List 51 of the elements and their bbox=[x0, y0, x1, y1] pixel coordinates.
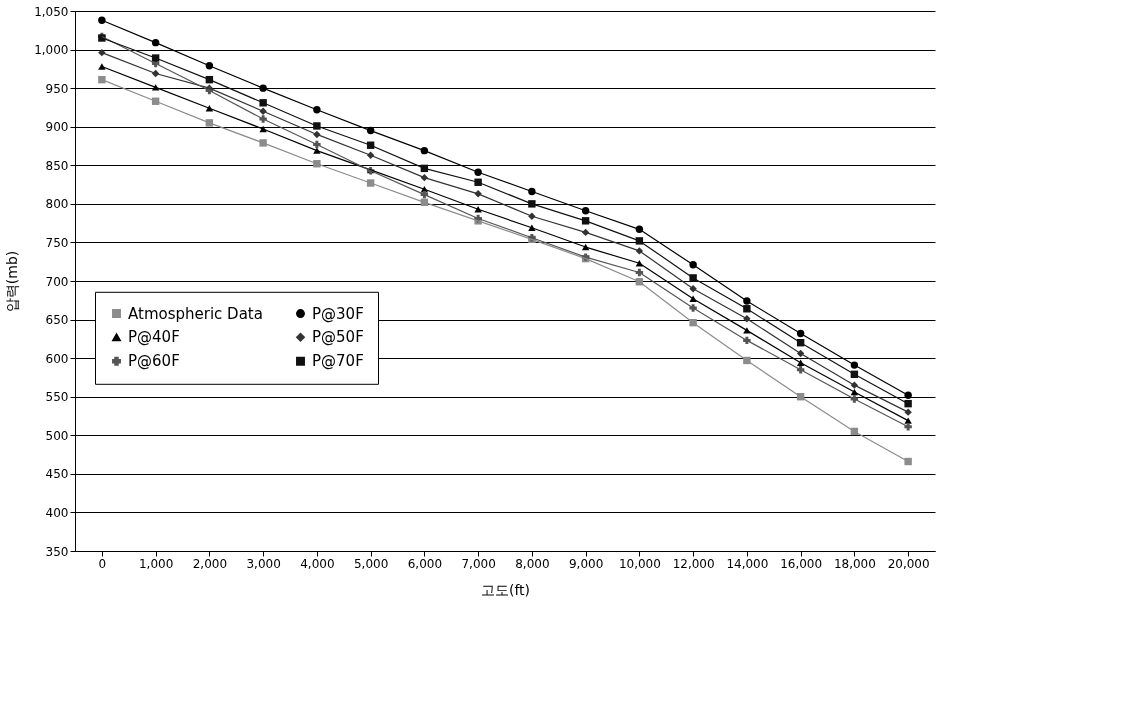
x-tick-label: 16,000 bbox=[780, 556, 823, 571]
x-tick-label: 12,000 bbox=[672, 556, 715, 571]
legend-label: P@50F bbox=[312, 328, 364, 347]
x-tick-label: 20,000 bbox=[887, 556, 930, 571]
y-tick-label: 850 bbox=[45, 158, 69, 173]
y-tick-label: 800 bbox=[45, 197, 69, 212]
x-tick-label: 2,000 bbox=[192, 556, 228, 571]
point bbox=[98, 16, 106, 24]
y-tick-label: 550 bbox=[45, 390, 69, 405]
point bbox=[904, 423, 912, 431]
y-tick-label: 750 bbox=[45, 235, 69, 250]
point bbox=[259, 139, 267, 147]
x-tick-label: 5,000 bbox=[353, 556, 389, 571]
point bbox=[904, 457, 912, 466]
y-tick-label: 650 bbox=[45, 313, 69, 328]
legend-label: P@60F bbox=[128, 352, 180, 371]
x-tick-label: 14,000 bbox=[726, 556, 769, 571]
point bbox=[98, 63, 106, 70]
x-tick-label: 3,000 bbox=[246, 556, 281, 571]
y-tick-label: 350 bbox=[45, 544, 69, 559]
y-tick-label: 1,050 bbox=[34, 4, 69, 19]
legend-label: P@70F bbox=[312, 352, 364, 371]
x-axis-title: 고도(ft) bbox=[480, 581, 531, 598]
x-tick-label: 0 bbox=[98, 556, 107, 571]
point bbox=[98, 75, 106, 84]
x-tick-label: 1,000 bbox=[138, 556, 174, 571]
y-tick-label: 1,000 bbox=[34, 43, 69, 58]
x-tick-label: 18,000 bbox=[833, 556, 876, 571]
point bbox=[313, 122, 321, 130]
point bbox=[904, 391, 912, 399]
legend-label: Atmospheric Data bbox=[128, 304, 263, 323]
y-tick-label: 500 bbox=[45, 428, 69, 443]
y-tick-label: 700 bbox=[45, 274, 69, 289]
x-tick-label: 8,000 bbox=[515, 556, 550, 571]
legend-label: P@40F bbox=[128, 328, 180, 347]
point bbox=[904, 399, 912, 408]
point bbox=[259, 99, 267, 107]
y-tick-label: 400 bbox=[45, 505, 69, 520]
y-tick-label: 900 bbox=[45, 120, 69, 135]
y-axis-title: 압력(mb) bbox=[4, 250, 21, 313]
y-tick-label: 450 bbox=[45, 467, 69, 482]
point bbox=[528, 200, 536, 208]
x-tick-label: 7,000 bbox=[461, 556, 496, 571]
y-tick-label: 950 bbox=[45, 81, 69, 96]
point bbox=[689, 274, 697, 282]
x-tick-label: 6,000 bbox=[407, 556, 443, 571]
x-tick-label: 9,000 bbox=[568, 556, 604, 571]
y-tick-label: 600 bbox=[45, 351, 69, 366]
x-tick-label: 10,000 bbox=[618, 556, 661, 571]
legend-label: P@30F bbox=[312, 304, 364, 323]
x-tick-label: 4,000 bbox=[300, 556, 335, 571]
